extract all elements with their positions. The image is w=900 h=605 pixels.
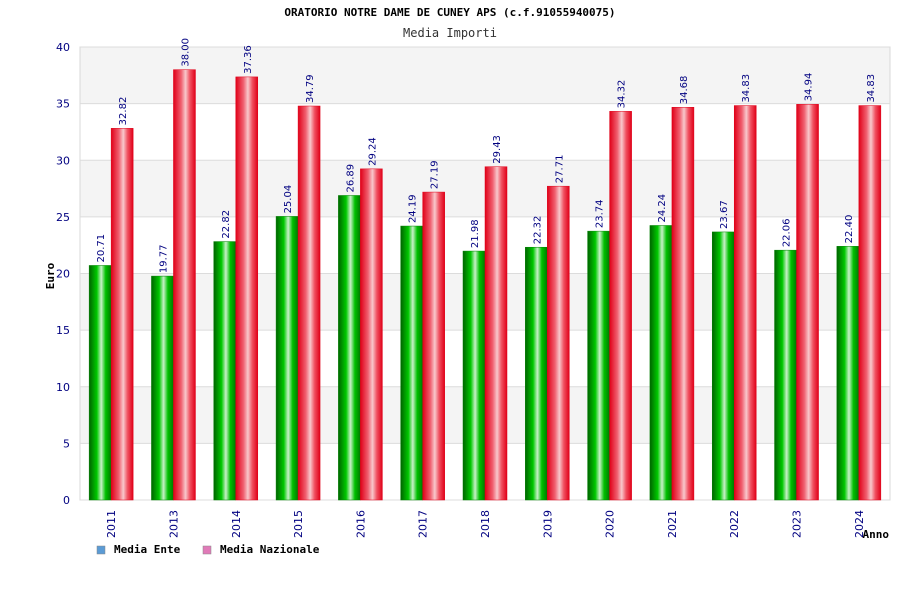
x-tick-label: 2017: [417, 510, 430, 538]
x-tick-label: 2019: [541, 510, 554, 538]
value-label: 19.77: [158, 244, 169, 273]
value-label: 34.83: [866, 74, 877, 103]
bar-media-ente: [774, 249, 797, 501]
y-tick-label: 10: [56, 381, 70, 394]
x-tick-label: 2011: [105, 510, 118, 538]
value-label: 24.24: [657, 194, 668, 223]
legend-label-media-nazionale: Media Nazionale: [220, 543, 320, 556]
x-tick-label: 2021: [666, 510, 679, 538]
y-tick-label: 25: [56, 211, 70, 224]
x-axis-label: Anno: [863, 528, 890, 541]
value-label: 22.06: [782, 219, 793, 248]
bar-media-ente: [338, 195, 361, 501]
bar-media-ente: [88, 265, 112, 501]
x-tick-label: 2020: [604, 510, 617, 538]
bar-media-ente: [462, 250, 486, 501]
bar-media-ente: [587, 230, 610, 501]
bar-media-nazionale: [110, 128, 134, 501]
value-label: 34.83: [741, 74, 752, 103]
y-tick-label: 35: [56, 98, 70, 111]
bar-media-nazionale: [360, 168, 383, 501]
bar-media-nazionale: [173, 69, 196, 501]
value-label: 32.82: [118, 97, 129, 126]
legend-label-media-ente: Media Ente: [114, 543, 181, 556]
y-axis-label: Euro: [44, 262, 57, 289]
value-label: 29.43: [492, 135, 503, 164]
legend-swatch-media-ente: [96, 545, 106, 555]
value-label: 34.32: [617, 80, 628, 109]
y-axis-ticks: 0 5 10 15 20 25 30 35 40: [56, 41, 70, 507]
bar-media-ente: [525, 246, 548, 501]
chart-subtitle: Media Importi: [403, 26, 497, 40]
value-label: 27.19: [430, 160, 441, 189]
bar-media-nazionale: [609, 111, 632, 501]
x-tick-label: 2018: [479, 510, 492, 538]
bar-media-nazionale: [858, 105, 882, 501]
y-tick-label: 0: [63, 494, 70, 507]
x-tick-label: 2023: [791, 510, 804, 538]
x-tick-label: 2022: [728, 510, 741, 538]
value-labels: 20.71 32.82 19.77 38.00 22.82 37.36 25.04 34.79…: [96, 38, 877, 273]
bar-media-ente: [711, 231, 735, 501]
bar-media-nazionale: [297, 105, 321, 501]
value-label: 21.98: [470, 219, 481, 248]
value-label: 27.71: [554, 155, 565, 184]
value-label: 22.82: [221, 210, 232, 239]
x-tick-label: 2015: [292, 510, 305, 538]
bar-media-ente: [400, 225, 423, 501]
value-label: 25.04: [283, 185, 294, 214]
chart-title: ORATORIO NOTRE DAME DE CUNEY APS (c.f.91…: [284, 6, 615, 19]
value-label: 26.89: [345, 164, 356, 193]
x-axis-ticks: 2011 2013 2014 2015 2016 2017 2018 2019 2020 2021…: [105, 510, 866, 538]
y-tick-label: 5: [63, 437, 70, 450]
y-tick-label: 30: [56, 154, 70, 167]
bar-media-nazionale: [422, 191, 445, 501]
value-label: 34.94: [804, 73, 815, 102]
value-label: 22.32: [532, 216, 543, 245]
y-tick-label: 20: [56, 268, 70, 281]
bar-media-nazionale: [547, 185, 570, 501]
value-label: 34.68: [679, 76, 690, 105]
bar-media-ente: [151, 275, 174, 501]
bar-media-nazionale: [671, 106, 695, 501]
plot-band: [80, 47, 890, 104]
bar-media-ente: [836, 246, 860, 501]
y-tick-label: 40: [56, 41, 70, 54]
y-tick-label: 15: [56, 324, 70, 337]
bar-media-nazionale: [733, 105, 757, 501]
bar-media-nazionale: [235, 76, 259, 501]
x-tick-label: 2024: [853, 510, 866, 538]
x-tick-label: 2014: [230, 510, 243, 538]
value-label: 34.79: [305, 74, 316, 103]
x-tick-label: 2013: [167, 510, 180, 538]
legend-swatch-media-nazionale: [202, 545, 212, 555]
plot-band: [80, 103, 890, 161]
value-label: 22.40: [844, 215, 855, 244]
bars: [88, 69, 882, 501]
bar-media-ente: [275, 216, 299, 501]
value-label: 24.19: [408, 194, 419, 223]
value-label: 23.74: [595, 200, 606, 229]
value-label: 37.36: [243, 45, 254, 74]
legend: Media Ente Media Nazionale: [96, 543, 320, 556]
value-label: 29.24: [367, 137, 378, 166]
bar-media-nazionale: [484, 166, 508, 501]
bar-media-nazionale: [796, 104, 819, 501]
value-label: 20.71: [96, 234, 107, 263]
value-label: 23.67: [719, 200, 730, 229]
bar-media-ente: [649, 225, 673, 501]
bar-media-ente: [213, 241, 237, 501]
value-label: 38.00: [180, 38, 191, 67]
x-tick-label: 2016: [354, 510, 367, 538]
